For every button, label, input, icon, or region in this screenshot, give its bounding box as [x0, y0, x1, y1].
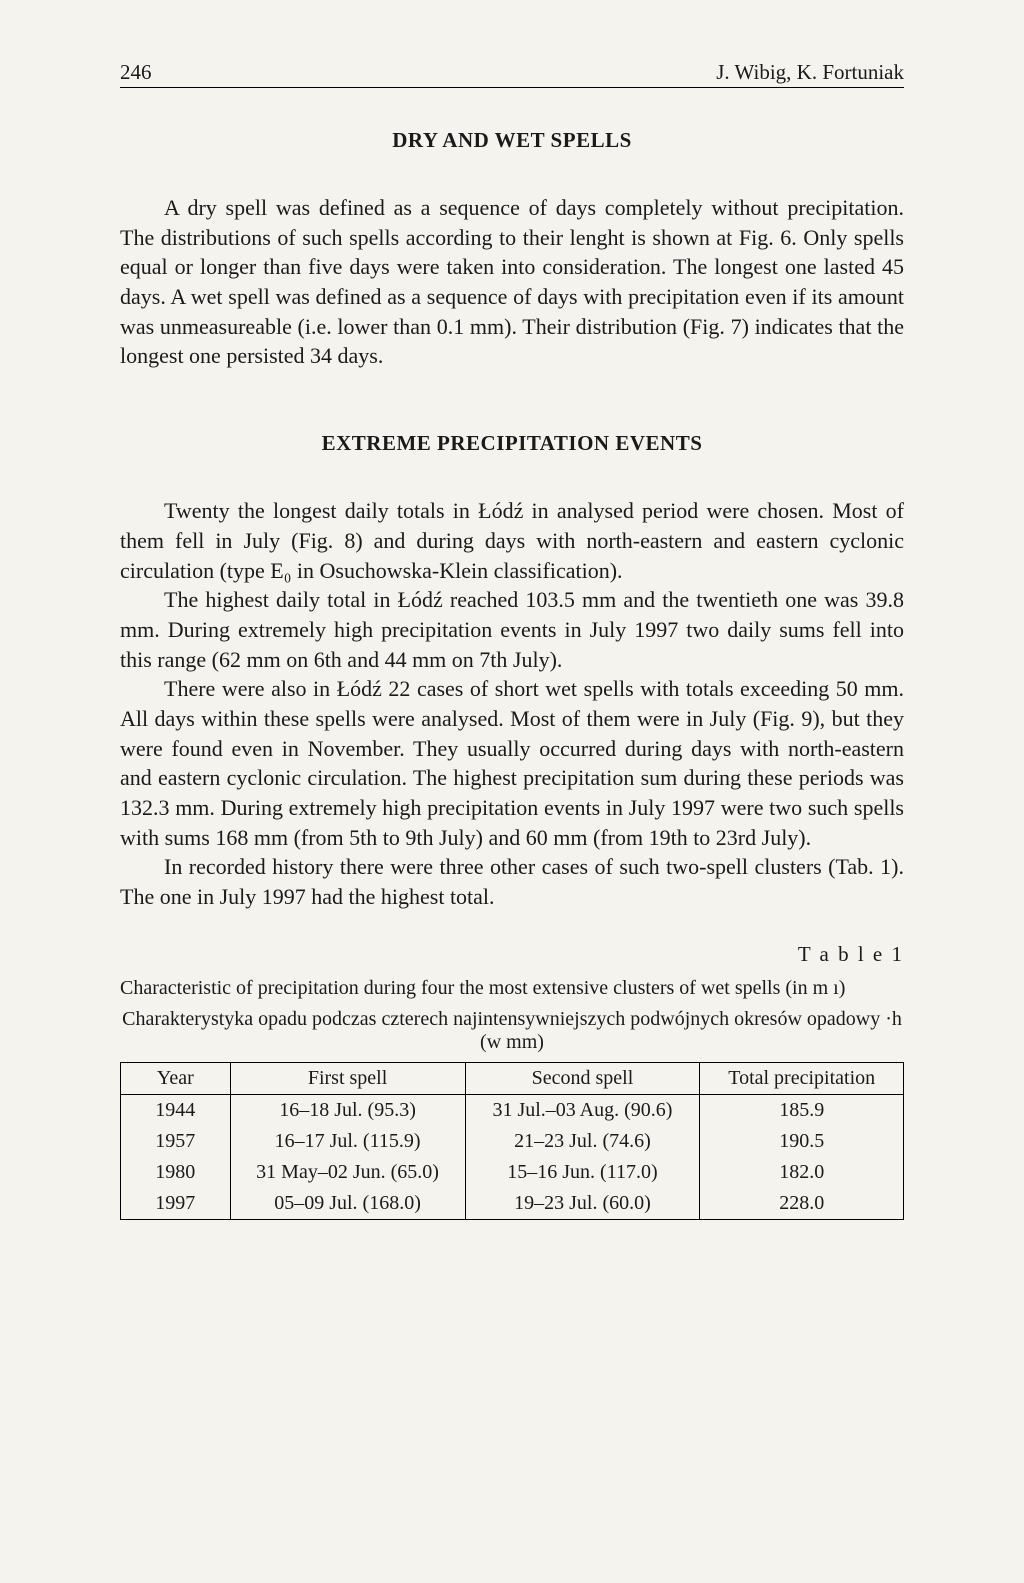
col-year: Year — [121, 1062, 231, 1094]
cell-year: 1980 — [121, 1157, 231, 1188]
cell-total: 228.0 — [700, 1188, 904, 1220]
table-caption-pl: Charakterystyka opadu podczas czterech n… — [120, 1008, 904, 1054]
cell-second: 31 Jul.–03 Aug. (90.6) — [465, 1094, 700, 1126]
page-container: 246 J. Wibig, K. Fortuniak DRY AND WET S… — [0, 0, 1024, 1300]
table-row: 1997 05–09 Jul. (168.0) 19–23 Jul. (60.0… — [121, 1188, 904, 1220]
cell-year: 1957 — [121, 1126, 231, 1157]
table-header-row: Year First spell Second spell Total prec… — [121, 1062, 904, 1094]
cell-first: 16–18 Jul. (95.3) — [230, 1094, 465, 1126]
table-label: T a b l e 1 — [120, 942, 904, 967]
paragraph-dry-wet: A dry spell was defined as a sequence of… — [120, 193, 904, 371]
cell-total: 190.5 — [700, 1126, 904, 1157]
table-row: 1957 16–17 Jul. (115.9) 21–23 Jul. (74.6… — [121, 1126, 904, 1157]
cell-first: 31 May–02 Jun. (65.0) — [230, 1157, 465, 1188]
col-first-spell: First spell — [230, 1062, 465, 1094]
cell-total: 185.9 — [700, 1094, 904, 1126]
paragraph-extreme-3: There were also in Łódź 22 cases of shor… — [120, 674, 904, 852]
section-title-extreme: EXTREME PRECIPITATION EVENTS — [120, 431, 904, 456]
cell-second: 21–23 Jul. (74.6) — [465, 1126, 700, 1157]
col-total: Total precipitation — [700, 1062, 904, 1094]
cell-year: 1944 — [121, 1094, 231, 1126]
paragraph-extreme-2: The highest daily total in Łódź reached … — [120, 585, 904, 674]
cell-second: 15–16 Jun. (117.0) — [465, 1157, 700, 1188]
cell-total: 182.0 — [700, 1157, 904, 1188]
header-authors: J. Wibig, K. Fortuniak — [716, 60, 904, 85]
page-number: 246 — [120, 60, 152, 85]
running-header: 246 J. Wibig, K. Fortuniak — [120, 60, 904, 88]
table-caption-en: Characteristic of precipitation during f… — [120, 977, 904, 1000]
paragraph-extreme-1: Twenty the longest daily totals in Łódź … — [120, 496, 904, 585]
precipitation-table: Year First spell Second spell Total prec… — [120, 1062, 904, 1220]
cell-first: 05–09 Jul. (168.0) — [230, 1188, 465, 1220]
paragraph-extreme-4: In recorded history there were three oth… — [120, 852, 904, 911]
table-row: 1944 16–18 Jul. (95.3) 31 Jul.–03 Aug. (… — [121, 1094, 904, 1126]
col-second-spell: Second spell — [465, 1062, 700, 1094]
cell-second: 19–23 Jul. (60.0) — [465, 1188, 700, 1220]
cell-first: 16–17 Jul. (115.9) — [230, 1126, 465, 1157]
cell-year: 1997 — [121, 1188, 231, 1220]
table-row: 1980 31 May–02 Jun. (65.0) 15–16 Jun. (1… — [121, 1157, 904, 1188]
section-title-dry-wet: DRY AND WET SPELLS — [120, 128, 904, 153]
